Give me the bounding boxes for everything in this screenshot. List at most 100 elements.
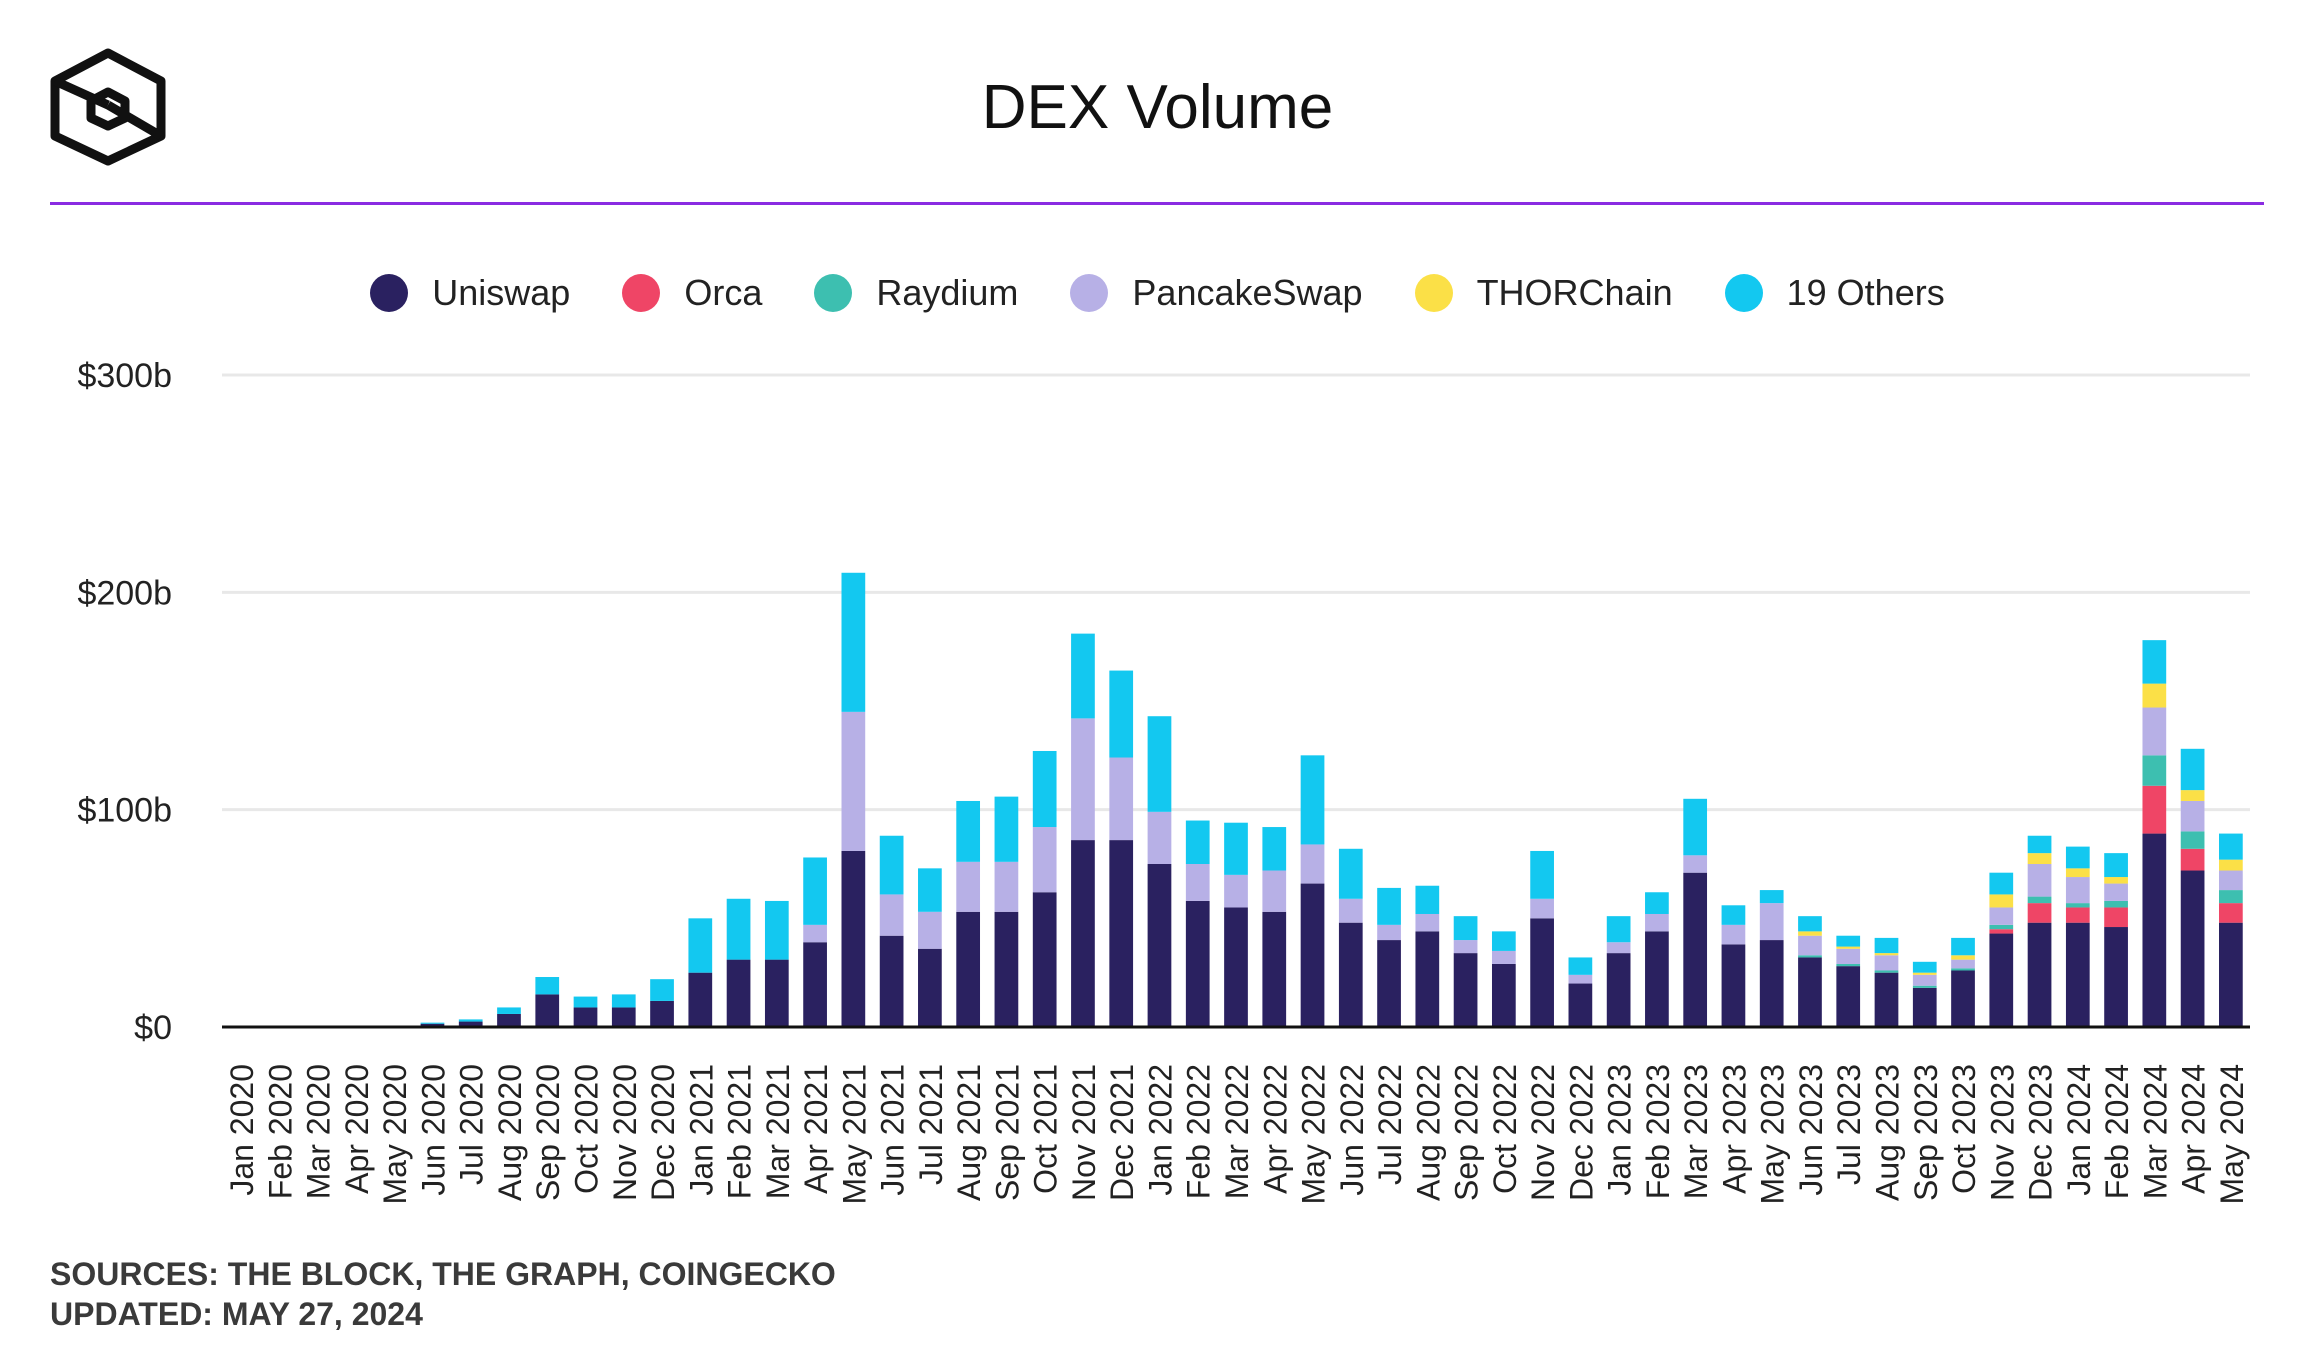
x-tick-label: Apr 2022 [1257,1064,1293,1194]
x-tick-label: Jun 2023 [1793,1064,1829,1196]
x-tick-label: Nov 2021 [1066,1064,1102,1201]
bar-segment [918,868,942,912]
bar-segment [1185,820,1210,864]
bar-segment [726,898,751,960]
bar-segment [1453,953,1478,1027]
bar-segment [1224,822,1248,875]
bar-segment [2065,922,2090,1027]
x-tick-label: Jun 2022 [1334,1064,1370,1196]
bar-segment [650,1000,674,1027]
bar-segment [611,994,636,1008]
bar-segment [1759,890,1784,904]
x-tick-label: Feb 2021 [722,1064,758,1199]
bar-segment [841,572,866,712]
x-tick-label: Sep 2023 [1908,1064,1944,1201]
sources-note: SOURCES: THE BLOCK, THE GRAPH, COINGECKO [50,1256,836,1292]
bar-segment [994,796,1019,862]
legend-label: PancakeSwap [1132,272,1363,313]
bar-segment [2180,790,2205,801]
bar-segment [1530,898,1554,919]
bar-segment [1836,935,1861,947]
bar-segment [1071,718,1095,841]
x-tick-label: Jul 2023 [1831,1064,1867,1185]
bar-segment [497,1013,521,1027]
legend-label: 19 Others [1786,272,1945,313]
bar-segment [1415,931,1440,1027]
x-tick-label: Aug 2020 [492,1064,528,1201]
bar-segment [1491,950,1516,964]
bar-segment [803,942,827,1027]
bar-segment [535,977,560,995]
legend-item[interactable]: 19 Others [1724,272,1945,314]
x-tick-label: Mar 2023 [1678,1064,1714,1199]
bar-segment [1836,948,1861,964]
x-tick-label: Jul 2022 [1372,1064,1408,1185]
x-tick-label: Jan 2021 [683,1064,719,1196]
bar-segment [1874,955,1899,971]
bar-segment [573,1007,598,1027]
x-tick-label: Sep 2022 [1449,1064,1485,1201]
bar-segment [1109,757,1134,841]
bar-segment [918,948,942,1027]
bar-segment [573,996,598,1008]
x-tick-label: May 2020 [377,1064,413,1205]
bar-segment [956,800,981,862]
bar-segment [2027,864,2052,897]
bar-segment [1645,913,1669,932]
legend-item[interactable]: THORChain [1414,272,1673,314]
bar-segment [1759,903,1784,941]
legend-item[interactable]: Raydium [814,272,1018,314]
bar-segment [1071,840,1095,1027]
bar-segment [1874,972,1899,1027]
bar-segment [2180,748,2205,791]
x-tick-label: Aug 2021 [951,1064,987,1201]
bar-segment [1798,955,1822,958]
bar-segment [1071,633,1095,719]
legend-item[interactable]: Orca [622,272,762,314]
bar-segment [2142,833,2167,1027]
bar-segment [918,911,942,949]
bar-segment [688,918,713,973]
bar-segment [1032,750,1057,828]
bar-segment [1683,872,1708,1027]
bar-segment [1224,907,1248,1027]
x-tick-label: Mar 2020 [301,1064,337,1199]
bar-segment [1798,935,1822,956]
bar-segment [2065,868,2090,878]
bar-segment [1491,931,1516,951]
bar-segment [2219,890,2243,904]
bar-segment [1453,916,1478,941]
bar-segment [2065,907,2090,923]
x-tick-label: Apr 2021 [798,1064,834,1194]
x-tick-label: Jan 2023 [1602,1064,1638,1196]
y-tick-label: $200b [77,574,172,612]
bar-segment [1798,916,1822,932]
bar-segment [1912,972,1937,975]
bar-segment [2065,846,2090,869]
bar-segment [1683,855,1708,873]
bar-segment [1606,916,1631,943]
bar-segment [1912,961,1937,973]
legend-label: Uniswap [432,272,571,313]
bar-segment [764,900,789,960]
bar-segment [994,911,1019,1027]
bar-segment [1300,844,1325,884]
legend-item[interactable]: PancakeSwap [1070,272,1363,314]
x-tick-label: Mar 2021 [760,1064,796,1199]
x-tick-label: Mar 2024 [2137,1064,2173,1199]
bar-segment [1300,755,1325,845]
bar-segment [879,835,904,895]
bar-segment [1645,931,1669,1027]
bar-segment [1989,907,2014,925]
x-tick-label: Oct 2020 [569,1064,605,1194]
bar-segment [1874,953,1899,956]
bar-segment [1951,955,1975,960]
bar-segment [1836,963,1861,967]
x-tick-label: Jun 2020 [415,1064,451,1196]
bar-segment [2104,907,2128,928]
bar-segment [1109,840,1134,1027]
legend-item[interactable]: Uniswap [370,272,570,314]
bar-segment [1989,929,2014,934]
bar-segment [1912,974,1937,986]
x-tick-label: Dec 2022 [1563,1064,1599,1201]
